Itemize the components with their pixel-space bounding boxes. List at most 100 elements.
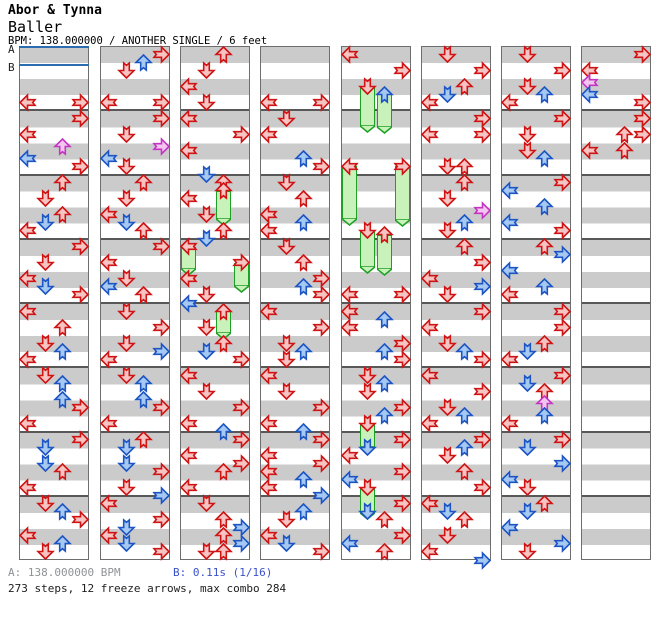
measure-line [582,302,650,304]
right-arrow-note [393,60,411,80]
left-arrow-note [581,84,599,104]
down-arrow-note [276,534,296,553]
up-arrow-note [535,278,555,297]
measure-line [181,494,249,497]
right-arrow-note [232,349,250,369]
left-arrow-note [260,365,278,385]
measure-line [422,366,490,369]
artist-name: Abor & Tynna [8,3,102,18]
measure-line [582,494,650,497]
up-arrow-note [535,406,555,425]
right-arrow-note [473,201,491,221]
measure-line [20,494,88,497]
down-arrow-note [196,165,216,184]
left-arrow-note [180,189,198,209]
up-arrow-note [214,222,234,240]
up-arrow-note [214,422,234,441]
measure-line [422,237,490,240]
up-arrow-note [53,463,73,481]
measure-line [20,430,88,433]
right-arrow-note [473,277,491,297]
down-arrow-note [35,542,55,561]
left-arrow-note [341,470,359,490]
measure-line [181,237,249,240]
down-arrow-note [116,534,136,553]
up-arrow-note [375,85,395,104]
right-arrow-note [393,285,411,305]
right-arrow-note [312,454,330,474]
right-arrow-note [312,486,330,506]
right-arrow-note [152,237,170,257]
left-arrow-note [19,269,37,289]
down-arrow-note [357,221,377,240]
up-arrow-note [134,53,154,72]
left-arrow-note [421,92,439,112]
right-arrow-note [473,381,491,401]
left-arrow-note [501,213,519,233]
down-arrow-note [437,526,457,545]
down-arrow-note [196,285,216,304]
right-arrow-note [473,253,491,273]
down-arrow-note [196,205,216,224]
measure-line [261,494,329,497]
down-arrow-note [35,494,55,513]
up-arrow-note [455,238,475,256]
down-arrow-note [276,333,296,352]
right-arrow-note [312,542,330,562]
measure-line [20,109,88,112]
measure-line [502,173,570,176]
measure-line [20,366,88,369]
up-arrow-note [294,189,314,208]
down-arrow-note [196,60,216,79]
measure-line [261,109,329,112]
down-arrow-note [116,125,136,143]
down-arrow-note [517,542,537,561]
right-arrow-note [312,285,330,305]
right-arrow-note [71,108,89,128]
right-arrow-note [152,136,170,156]
down-arrow-note [116,333,136,352]
measure-line [582,109,650,112]
left-arrow-note [341,446,359,466]
right-arrow-note [71,510,89,530]
measure-line [582,237,650,240]
right-arrow-note [473,108,491,128]
right-arrow-note [553,108,571,128]
right-arrow-note [71,430,89,449]
right-arrow-note [152,317,170,337]
marker-b-readout: B: 0.11s (1/16) [173,566,273,579]
measure-line [502,109,570,112]
freeze-arrow-body [342,166,357,226]
down-arrow-note [35,277,55,296]
down-arrow-note [116,454,136,473]
up-arrow-note [375,310,395,329]
down-arrow-note [116,366,136,384]
measure-line [101,237,169,240]
marker-b-line [19,64,89,67]
up-arrow-note [455,157,475,176]
left-arrow-note [19,221,37,241]
left-arrow-note [19,124,37,144]
left-arrow-note [180,446,198,466]
up-arrow-note [134,374,154,393]
right-arrow-note [312,430,330,449]
measure-line [342,237,410,240]
down-arrow-note [35,253,55,272]
left-arrow-note [341,534,359,554]
left-arrow-note [341,285,359,305]
measure-line [342,430,410,433]
down-arrow-note [517,141,537,160]
measure-line [422,109,490,112]
left-arrow-note [19,526,37,546]
left-arrow-note [260,526,278,546]
measure-line [101,366,169,369]
left-arrow-note [341,301,359,321]
left-arrow-note [501,518,519,538]
right-arrow-note [232,397,250,417]
right-arrow-note [473,60,491,80]
left-arrow-note [501,470,519,490]
up-arrow-note [455,214,475,232]
down-arrow-note [196,494,216,513]
left-arrow-note [100,92,118,112]
down-arrow-note [196,382,216,400]
